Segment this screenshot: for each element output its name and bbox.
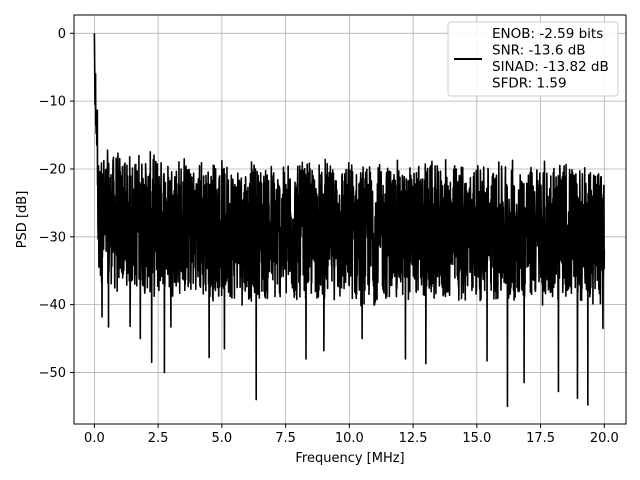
x-axis-ticks: 0.0 2.5 5.0 7.5 10.0 12.5 15.0 17.5 20.0 xyxy=(84,424,619,446)
legend-snr-text: SNR: -13.6 dB xyxy=(492,43,586,59)
legend-enob-text: ENOB: -2.59 bits xyxy=(492,26,603,42)
legend: ENOB: -2.59 bits SNR: -13.6 dB SINAD: -1… xyxy=(447,21,619,97)
x-tick-label: 17.5 xyxy=(526,431,555,446)
y-tick-label: −10 xyxy=(39,95,66,110)
x-tick-label: 12.5 xyxy=(399,431,428,446)
y-tick-label: 0 xyxy=(58,27,66,42)
psd-series-line xyxy=(93,33,606,408)
y-tick-label: −20 xyxy=(39,162,66,177)
x-tick-label: 10.0 xyxy=(335,431,364,446)
y-tick-label: −30 xyxy=(39,230,66,245)
y-axis-label: PSD [dB] xyxy=(15,191,30,249)
legend-sfdr-text: SFDR: 1.59 xyxy=(492,76,567,92)
x-tick-label: 15.0 xyxy=(462,431,491,446)
y-tick-label: −50 xyxy=(39,366,66,381)
x-tick-label: 5.0 xyxy=(212,431,233,446)
legend-box xyxy=(447,21,619,97)
legend-sinad-text: SINAD: -13.82 dB xyxy=(492,59,609,75)
y-axis-ticks: 0 −10 −20 −30 −40 −50 xyxy=(39,27,74,381)
x-tick-label: 0.0 xyxy=(84,431,105,446)
x-tick-label: 20.0 xyxy=(590,431,619,446)
x-tick-label: 7.5 xyxy=(275,431,296,446)
y-tick-label: −40 xyxy=(39,298,66,313)
x-tick-label: 2.5 xyxy=(148,431,169,446)
axes-frame xyxy=(73,14,627,425)
plot-area xyxy=(93,33,606,408)
x-axis-label: Frequency [MHz] xyxy=(295,451,404,466)
